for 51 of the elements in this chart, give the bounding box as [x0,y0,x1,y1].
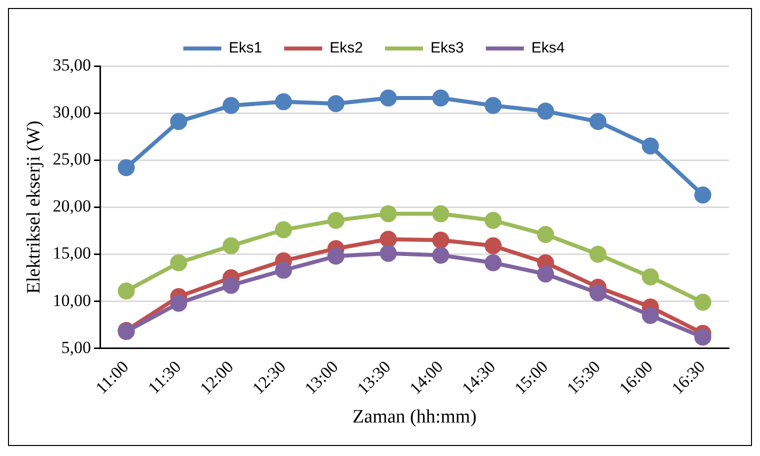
point [537,226,554,243]
y-tick-label: 5,00 [61,338,92,357]
point [642,268,659,286]
point [432,90,450,107]
legend-label: Eks1 [228,40,262,57]
y-tick-label: 10,00 [52,290,92,310]
point [170,294,188,312]
point [484,97,502,114]
point [432,232,450,249]
point [274,262,292,279]
point [274,221,292,238]
point [484,212,502,229]
point [642,138,659,155]
point [380,205,397,222]
point [274,93,292,110]
point [694,186,712,204]
legend-label: Eks3 [430,40,464,57]
x-axis-title: Zaman (hh:mm) [352,406,477,428]
point [327,248,344,265]
point [537,266,554,283]
point [222,276,240,294]
point [327,212,344,229]
point [589,284,606,302]
point [327,95,344,112]
y-tick-label: 20,00 [52,196,92,216]
point [118,159,135,176]
y-tick-label: 30,00 [52,102,92,122]
point [694,294,712,311]
point [484,237,502,254]
point [537,102,554,120]
point [170,254,188,272]
point [589,113,606,130]
y-tick-label: 15,00 [52,244,92,263]
point [380,244,397,262]
point [432,205,450,222]
point [222,237,240,254]
legend-label: Eks4 [531,40,565,57]
legend-label: Eks2 [330,40,364,57]
point [694,328,712,346]
point [642,306,659,324]
point [484,254,502,272]
point [380,90,397,107]
y-tick-label: 35,00 [52,55,92,74]
point [432,246,450,264]
point [380,230,397,248]
y-tick-label: 25,00 [52,150,92,169]
point [118,282,135,300]
point [170,113,188,130]
point [222,97,240,114]
point [589,246,606,263]
y-axis-title: Elektriksel ekserji (W) [23,120,44,294]
